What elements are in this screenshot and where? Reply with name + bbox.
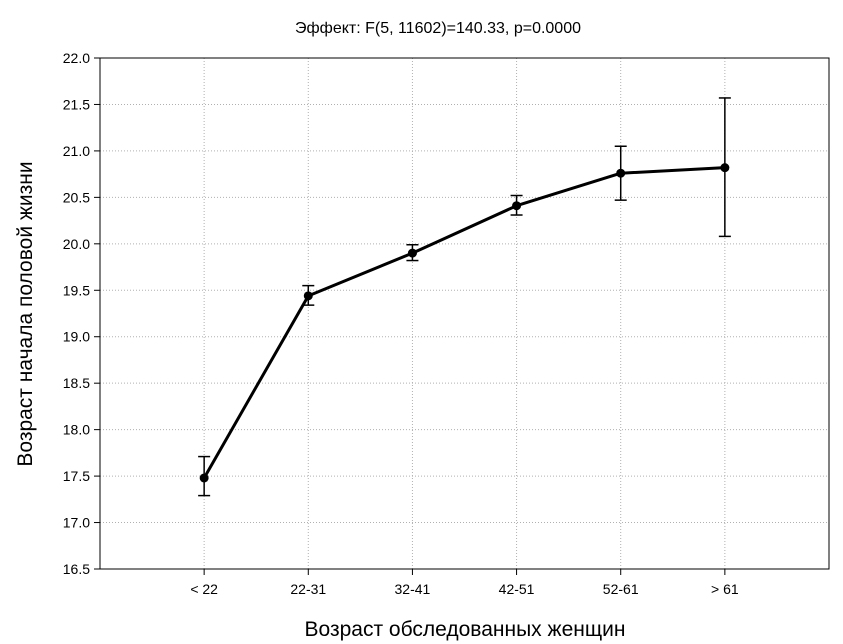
data-point xyxy=(512,201,522,211)
x-axis-title: Возраст обследованных женщин xyxy=(305,618,626,641)
y-tick-label: 21.5 xyxy=(63,96,90,112)
data-point xyxy=(616,168,626,178)
y-tick-label: 19.5 xyxy=(63,282,90,298)
y-tick-label: 18.5 xyxy=(63,375,90,391)
y-tick-label: 16.5 xyxy=(63,561,90,577)
data-point xyxy=(303,291,313,301)
x-tick-label: 22-31 xyxy=(290,581,326,597)
y-tick-label: 17.5 xyxy=(63,468,90,484)
x-tick-label: 42-51 xyxy=(499,581,535,597)
x-tick-label: 52-61 xyxy=(603,581,639,597)
x-tick-label: > 61 xyxy=(711,581,739,597)
grid xyxy=(100,58,829,569)
data-point xyxy=(407,248,417,258)
series xyxy=(198,97,731,497)
chart-title: Эффект: F(5, 11602)=140.33, p=0.0000 xyxy=(295,20,581,37)
x-tick-label: < 22 xyxy=(190,581,218,597)
x-axis: < 22 22-31 32-41 42-51 52-61 > 61 xyxy=(190,569,739,597)
data-point xyxy=(720,163,730,173)
y-tick-label: 21.0 xyxy=(63,143,90,159)
y-axis-title: Возраст начала половой жизни xyxy=(14,161,37,466)
y-tick-label: 20.0 xyxy=(63,236,90,252)
y-axis: 16.5 17.0 17.5 18.0 18.5 19.0 19.5 20.0 20.5 21.0… xyxy=(63,50,100,577)
x-tick-label: 32-41 xyxy=(395,581,431,597)
plot-frame xyxy=(99,57,830,570)
y-tick-label: 18.0 xyxy=(63,422,90,438)
y-tick-label: 19.0 xyxy=(63,329,90,345)
series-line xyxy=(202,166,725,479)
y-tick-label: 17.0 xyxy=(63,515,90,531)
y-tick-label: 20.5 xyxy=(63,189,90,205)
data-point xyxy=(199,473,209,483)
y-tick-label: 22.0 xyxy=(63,50,90,66)
